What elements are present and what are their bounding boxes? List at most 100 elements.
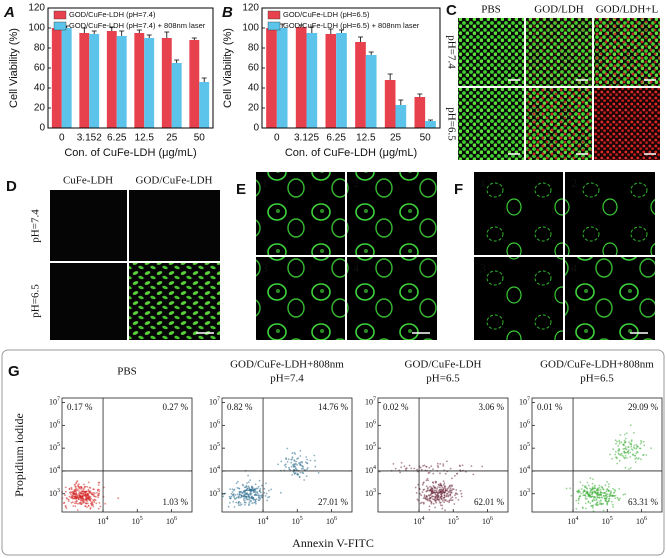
event-dot	[582, 507, 584, 509]
event-dot	[237, 495, 240, 498]
event-dot	[454, 474, 456, 477]
event-dot	[80, 501, 82, 504]
event-dot	[589, 487, 591, 490]
event-dot	[591, 493, 593, 496]
event-dot	[233, 496, 236, 498]
event-dot	[436, 494, 438, 497]
event-dot	[601, 496, 603, 499]
event-dot	[429, 485, 431, 488]
y-tick-label: 60	[248, 63, 260, 74]
event-dot	[228, 495, 231, 498]
error-bar	[201, 77, 207, 82]
event-dot	[417, 483, 420, 486]
event-dot	[577, 491, 580, 494]
event-dot	[233, 498, 236, 500]
event-dot	[81, 492, 84, 495]
bar	[425, 121, 436, 128]
event-dot	[293, 471, 295, 473]
tick-label: 103	[365, 488, 376, 497]
event-dot	[586, 498, 588, 500]
event-dot	[85, 498, 87, 500]
event-dot	[68, 488, 71, 491]
event-dot	[632, 454, 634, 456]
event-dot	[624, 493, 627, 496]
bar	[336, 33, 347, 128]
event-dot	[625, 448, 628, 451]
event-dot	[255, 487, 258, 490]
quadrant-value: 62.01 %	[474, 497, 505, 507]
event-dot	[423, 464, 426, 467]
event-dot	[439, 501, 442, 504]
event-dot	[87, 481, 90, 484]
bar	[89, 34, 100, 128]
event-dot	[594, 484, 597, 487]
event-dot	[117, 497, 120, 500]
event-dot	[592, 507, 594, 509]
tick-exponent: 5	[527, 443, 530, 449]
event-dot	[445, 489, 448, 492]
event-dot	[421, 501, 423, 504]
event-dot	[240, 503, 243, 506]
event-dot	[296, 472, 299, 475]
event-dot	[222, 495, 225, 498]
event-dot	[293, 451, 296, 454]
tick-label: 104	[258, 516, 269, 525]
event-dot	[599, 492, 602, 494]
event-dot	[439, 504, 442, 506]
event-dot	[230, 495, 233, 498]
event-dot	[90, 497, 92, 500]
event-dot	[306, 467, 309, 469]
event-dot	[617, 498, 620, 500]
tick-label: 106	[326, 516, 337, 525]
event-dot	[77, 497, 80, 499]
bar	[116, 36, 127, 128]
event-dot	[286, 447, 289, 450]
event-dot	[430, 501, 433, 503]
event-dot	[423, 494, 426, 497]
tick-base: 10	[166, 517, 174, 526]
event-dot	[250, 492, 253, 495]
panel-e-images	[256, 172, 437, 340]
quadrant-value: 27.01 %	[318, 497, 349, 507]
event-dot	[306, 458, 309, 461]
event-dot	[434, 498, 436, 501]
image-number: 3	[480, 261, 486, 275]
event-dot	[75, 489, 78, 492]
event-dot	[83, 487, 86, 489]
plot-title: pH=6.5	[426, 373, 460, 385]
event-dot	[425, 479, 428, 482]
y-tick-label: 20	[34, 103, 46, 114]
event-dot	[423, 495, 426, 498]
tick-label: 106	[209, 420, 220, 429]
event-dot	[93, 495, 96, 498]
event-dot	[589, 477, 592, 480]
event-dot	[419, 466, 422, 469]
tick-exponent: 6	[490, 516, 493, 522]
event-dot	[76, 502, 79, 505]
tick-exponent: 4	[106, 516, 109, 522]
event-dot	[624, 454, 627, 457]
event-dot	[577, 499, 580, 502]
event-dot	[432, 468, 434, 470]
event-dot	[286, 461, 289, 463]
event-dot	[240, 494, 243, 497]
event-dot	[237, 480, 239, 483]
event-dot	[441, 486, 444, 489]
event-dot	[78, 491, 81, 493]
event-dot	[593, 495, 596, 498]
event-dot	[76, 480, 79, 482]
event-dot	[89, 491, 92, 494]
event-dot	[400, 466, 403, 469]
tick-exponent: 7	[373, 397, 376, 403]
event-dot	[608, 495, 611, 498]
event-dot	[291, 474, 294, 476]
plot-title: GOD/CuFe-LDH+808nm	[540, 359, 654, 371]
event-dot	[629, 424, 632, 426]
bar	[384, 80, 396, 128]
quadrant-value: 0.01 %	[537, 402, 563, 412]
tick-base: 10	[209, 489, 217, 498]
bar	[134, 33, 145, 128]
plot-title: GOD/CuFe-LDH+808nm	[230, 359, 344, 371]
event-dot	[425, 498, 428, 500]
bar	[161, 38, 172, 128]
